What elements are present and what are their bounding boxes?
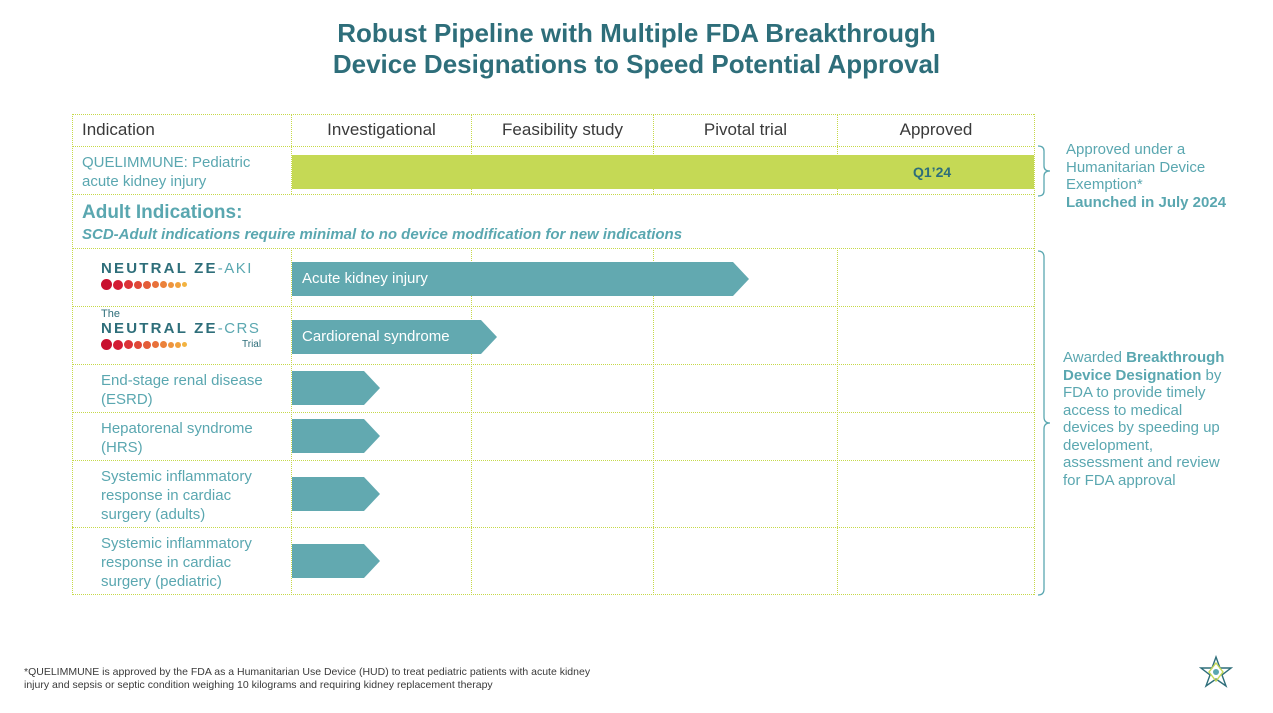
column-header-pivotal: Pivotal trial (703, 120, 788, 139)
grid-line (72, 412, 1034, 413)
grid-line (72, 114, 1034, 115)
grid-line (471, 248, 472, 595)
progress-arrow-sirs-pediatric (292, 544, 380, 578)
company-logo-icon (1199, 655, 1233, 688)
grid-line (72, 460, 1034, 461)
arrow-label: Acute kidney injury (302, 270, 428, 287)
logo-dots (101, 339, 260, 350)
column-header-feasibility: Feasibility study (502, 120, 623, 139)
grid-line (72, 306, 1034, 307)
indication-label-sirs-adults: Systemic inflammatory response in cardia… (101, 468, 252, 523)
indication-label-sirs-pediatric: Systemic inflammatory response in cardia… (101, 535, 252, 590)
neutralize-crs-logo: The NEUTRAL ZE-CRS Trial (101, 308, 262, 350)
column-header-investigational: Investigational (327, 120, 436, 139)
approval-date-label: Q1’24 (913, 164, 952, 180)
title-line-2: Device Designations to Speed Potential A… (332, 49, 941, 79)
grid-line (837, 114, 838, 194)
quelimmune-label: QUELIMMUNE: Pediatric acute kidney injur… (82, 153, 250, 191)
approved-note: Approved under a Humanitarian Device Exe… (1066, 141, 1227, 211)
approved-brace (1037, 145, 1051, 197)
page-title: Robust Pipeline with Multiple FDA Breakt… (0, 18, 1273, 80)
progress-arrow-crs: Cardiorenal syndrome (292, 320, 497, 354)
grid-line (837, 248, 838, 595)
grid-line (72, 114, 73, 595)
grid-line (72, 364, 1034, 365)
progress-arrow-esrd (292, 371, 380, 405)
grid-line (653, 248, 654, 595)
logo-trial: Trial (242, 339, 262, 350)
indication-label-esrd: End-stage renal disease (ESRD) (101, 372, 263, 408)
grid-line (291, 248, 292, 595)
grid-line (72, 594, 1034, 595)
adult-indications-heading: Adult Indications: (82, 202, 243, 223)
title-line-1: Robust Pipeline with Multiple FDA Breakt… (337, 18, 936, 48)
indication-label-hrs: Hepatorenal syndrome (HRS) (101, 420, 253, 456)
pipeline-table: Indication Investigational Feasibility s… (72, 114, 1035, 595)
breakthrough-brace (1037, 250, 1051, 596)
grid-line (72, 527, 1034, 528)
quelimmune-label-line: QUELIMMUNE: Pediatric (82, 154, 251, 171)
breakthrough-note: Awarded Breakthrough Device Designation … (1063, 349, 1225, 489)
grid-line (1034, 114, 1035, 595)
progress-arrow-sirs-adults (292, 477, 380, 511)
column-header-indication: Indication (82, 120, 155, 139)
arrow-label: Cardiorenal syndrome (302, 328, 450, 345)
quelimmune-label-line: acute kidney injury (82, 173, 207, 190)
progress-arrow-hrs (292, 419, 380, 453)
grid-line (72, 194, 1034, 195)
grid-line (72, 248, 1034, 249)
logo-the: The (101, 308, 120, 320)
logo-wordmark: NEUTRAL ZE-AKI (101, 260, 253, 277)
grid-line (471, 114, 472, 194)
logo-wordmark: NEUTRAL ZE-CRS (101, 320, 261, 337)
grid-line (72, 146, 1034, 147)
progress-arrow-aki: Acute kidney injury (292, 262, 749, 296)
adult-indications-subheading: SCD-Adult indications require minimal to… (82, 226, 683, 243)
logo-dots (101, 279, 253, 290)
grid-line (291, 114, 292, 194)
footnote: *QUELIMMUNE is approved by the FDA as a … (24, 666, 591, 691)
grid-line (653, 114, 654, 194)
neutralize-aki-logo: NEUTRAL ZE-AKI (101, 260, 253, 290)
quelimmune-approved-bar: Q1’24 (292, 155, 1034, 189)
column-header-approved: Approved (899, 120, 973, 139)
